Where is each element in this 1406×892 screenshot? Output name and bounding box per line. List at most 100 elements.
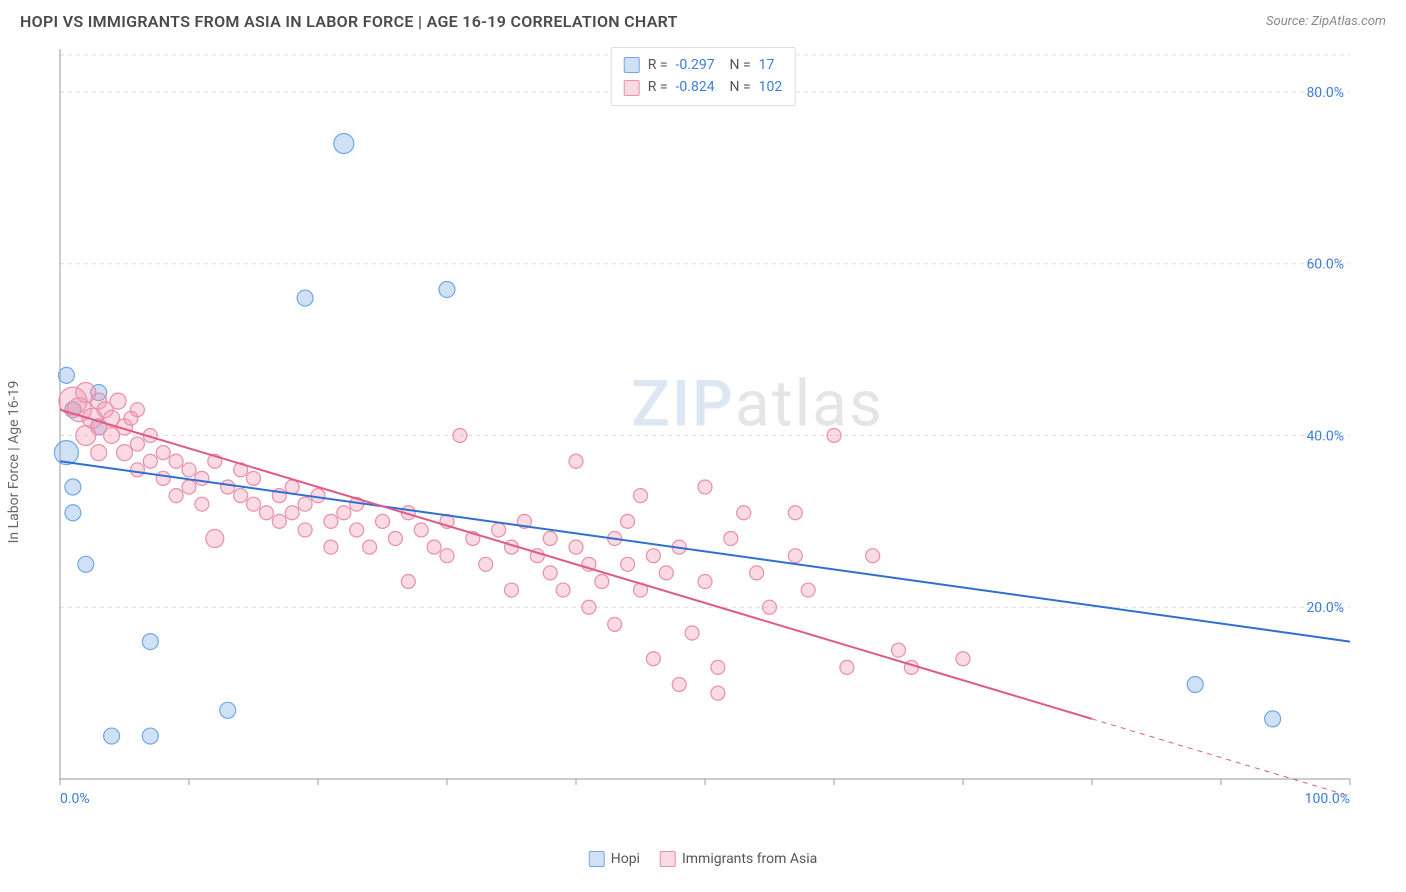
data-point — [117, 445, 133, 461]
data-point — [724, 532, 738, 546]
data-point — [401, 574, 415, 588]
chart-container: In Labor Force | Age 16-19 R = -0.297 N … — [20, 39, 1386, 869]
data-point — [195, 471, 209, 485]
legend-row-asia: R = -0.824 N = 102 — [624, 76, 783, 98]
data-point — [58, 367, 74, 383]
data-point — [427, 540, 441, 554]
data-point — [646, 549, 660, 563]
data-point — [182, 480, 196, 494]
data-point — [130, 463, 144, 477]
data-point — [169, 454, 183, 468]
data-point — [646, 652, 660, 666]
data-point — [156, 471, 170, 485]
y-axis-label: In Labor Force | Age 16-19 — [6, 381, 22, 544]
data-point — [788, 506, 802, 520]
data-point — [247, 471, 261, 485]
r-label: R = — [648, 54, 668, 76]
n-label: N = — [723, 54, 751, 76]
data-point — [298, 523, 312, 537]
data-point — [685, 626, 699, 640]
data-point — [142, 634, 158, 650]
swatch-asia-icon — [624, 80, 640, 96]
svg-text:80.0%: 80.0% — [1306, 85, 1344, 101]
data-point — [78, 556, 94, 572]
data-point — [956, 652, 970, 666]
data-point — [569, 540, 583, 554]
data-point — [91, 445, 107, 461]
data-point — [110, 393, 126, 409]
data-point — [840, 660, 854, 674]
data-point — [285, 480, 299, 494]
data-point — [324, 540, 338, 554]
data-point — [143, 454, 157, 468]
svg-text:20.0%: 20.0% — [1306, 600, 1344, 616]
data-point — [827, 428, 841, 442]
data-point — [505, 583, 519, 597]
chart-title: HOPI VS IMMIGRANTS FROM ASIA IN LABOR FO… — [20, 12, 678, 31]
data-point — [182, 463, 196, 477]
data-point — [54, 441, 78, 465]
data-point — [1187, 677, 1203, 693]
data-point — [492, 523, 506, 537]
data-point — [130, 403, 144, 417]
data-point — [221, 480, 235, 494]
data-point — [324, 514, 338, 528]
n-value-asia: 102 — [759, 76, 783, 98]
r-value-asia: -0.824 — [676, 76, 715, 98]
data-point — [659, 566, 673, 580]
data-point — [569, 454, 583, 468]
svg-text:0.0%: 0.0% — [60, 791, 90, 807]
data-point — [801, 583, 815, 597]
data-point — [711, 686, 725, 700]
data-point — [439, 281, 455, 297]
data-point — [104, 728, 120, 744]
n-label: N = — [723, 76, 751, 98]
data-point — [234, 489, 248, 503]
data-point — [363, 540, 377, 554]
swatch-hopi-icon — [589, 851, 605, 867]
data-point — [298, 497, 312, 511]
svg-text:40.0%: 40.0% — [1306, 428, 1344, 444]
data-point — [297, 290, 313, 306]
scatter-chart: 20.0% 40.0% 60.0% 80.0% 0.0% 100.0% — [20, 39, 1386, 829]
chart-source: Source: ZipAtlas.com — [1266, 14, 1386, 29]
data-point — [543, 566, 557, 580]
data-point — [634, 489, 648, 503]
data-point — [788, 549, 802, 563]
data-point — [259, 506, 273, 520]
data-point — [698, 480, 712, 494]
data-point — [142, 728, 158, 744]
data-point — [453, 428, 467, 442]
data-point — [337, 506, 351, 520]
svg-text:100.0%: 100.0% — [1305, 791, 1350, 807]
data-point — [76, 425, 96, 445]
legend-label-asia: Immigrants from Asia — [682, 851, 817, 867]
data-point — [543, 532, 557, 546]
n-value-hopi: 17 — [759, 54, 775, 76]
series-legend: Hopi Immigrants from Asia — [589, 851, 818, 867]
data-point — [440, 549, 454, 563]
correlation-legend: R = -0.297 N = 17 R = -0.824 N = 102 — [611, 47, 796, 106]
legend-label-hopi: Hopi — [611, 851, 640, 867]
legend-item-hopi: Hopi — [589, 851, 640, 867]
data-point — [206, 530, 224, 548]
data-point — [65, 479, 81, 495]
data-point — [220, 702, 236, 718]
data-point — [479, 557, 493, 571]
data-point — [195, 497, 209, 511]
data-point — [414, 523, 428, 537]
swatch-asia-icon — [660, 851, 676, 867]
data-point — [169, 489, 183, 503]
data-point — [698, 574, 712, 588]
data-point — [334, 133, 354, 153]
data-point — [672, 678, 686, 692]
data-point — [156, 446, 170, 460]
svg-text:60.0%: 60.0% — [1306, 257, 1344, 273]
data-point — [350, 523, 364, 537]
legend-item-asia: Immigrants from Asia — [660, 851, 817, 867]
data-point — [556, 583, 570, 597]
swatch-hopi-icon — [624, 57, 640, 73]
data-point — [608, 617, 622, 631]
data-point — [621, 557, 635, 571]
legend-row-hopi: R = -0.297 N = 17 — [624, 54, 783, 76]
